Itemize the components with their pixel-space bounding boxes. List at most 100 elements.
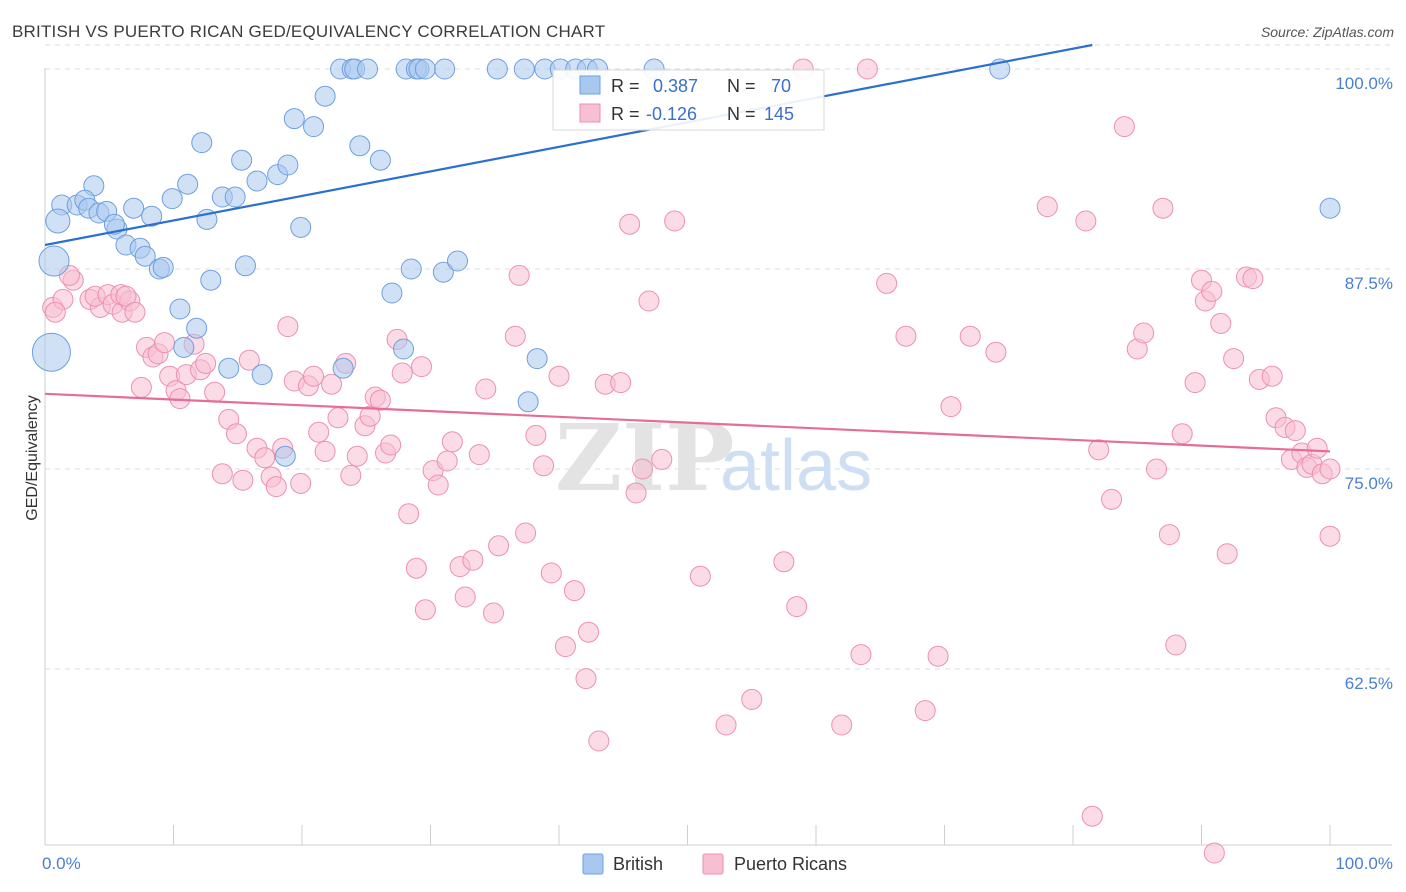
puerto-rican-point	[940, 396, 962, 418]
stats-legend: R = 0.387 N = 70 R = -0.126 N = 145	[552, 69, 825, 131]
puerto-rican-point	[651, 448, 673, 470]
puerto-rican-point	[508, 264, 530, 286]
puerto-rican-point	[462, 549, 484, 571]
puerto-rican-point	[225, 423, 247, 445]
puerto-rican-point	[664, 210, 686, 232]
stats-pr-r-label: R =	[611, 104, 640, 124]
puerto-rican-point	[850, 644, 872, 666]
puerto-rican-point	[1081, 805, 1103, 827]
stats-pr-n-label: N =	[727, 104, 756, 124]
british-point	[246, 170, 268, 192]
puerto-rican-point	[340, 464, 362, 486]
y-tick-label: 87.5%	[1345, 274, 1393, 293]
puerto-rican-point	[540, 562, 562, 584]
puerto-rican-point	[773, 551, 795, 573]
stats-british-r-label: R =	[611, 76, 640, 96]
british-point	[486, 58, 508, 80]
puerto-rican-point	[927, 645, 949, 667]
british-point	[414, 58, 436, 80]
british-point	[231, 149, 253, 171]
british-point	[218, 357, 240, 379]
british-point	[369, 149, 391, 171]
puerto-rican-point	[1113, 116, 1135, 138]
british-point	[303, 116, 325, 138]
british-point	[123, 197, 145, 219]
puerto-rican-point	[314, 440, 336, 462]
y-axis-title: GED/Equivalency	[24, 395, 41, 520]
series-legend: British Puerto Ricans	[582, 853, 847, 875]
puerto-rican-point	[554, 636, 576, 658]
british-point	[31, 332, 71, 372]
puerto-rican-point	[391, 362, 413, 384]
puerto-rican-point	[1201, 280, 1223, 302]
puerto-rican-point	[211, 463, 233, 485]
british-point	[349, 135, 371, 157]
british-point	[381, 282, 403, 304]
puerto-rican-point	[578, 621, 600, 643]
puerto-rican-point	[265, 476, 287, 498]
british-point	[103, 213, 125, 235]
puerto-rican-point	[588, 730, 610, 752]
stats-british-r-value: 0.387	[653, 76, 698, 96]
puerto-rican-point	[130, 376, 152, 398]
british-point	[251, 364, 273, 386]
puerto-rican-point	[303, 365, 325, 387]
british-point	[513, 58, 535, 80]
puerto-rican-point	[468, 444, 490, 466]
y-tick-label: 100.0%	[1335, 74, 1393, 93]
puerto-rican-point	[1242, 268, 1264, 290]
british-point	[234, 255, 256, 277]
british-point	[283, 108, 305, 130]
stats-pr-r-value: -0.126	[646, 104, 697, 124]
puerto-rican-point	[619, 213, 641, 235]
british-point	[432, 261, 454, 283]
puerto-rican-point	[1184, 372, 1206, 394]
puerto-rican-point	[856, 58, 878, 80]
british-point	[186, 317, 208, 339]
y-tick-label: 75.0%	[1345, 474, 1393, 493]
puerto-rican-point	[876, 272, 898, 294]
puerto-rican-point	[1146, 458, 1168, 480]
puerto-rican-point	[533, 455, 555, 477]
puerto-rican-point	[1210, 312, 1232, 334]
puerto-rican-point	[327, 407, 349, 429]
british-point	[141, 205, 163, 227]
puerto-rican-point	[488, 535, 510, 557]
british-point	[38, 245, 70, 277]
puerto-rican-point	[359, 405, 381, 427]
puerto-rican-point	[1261, 365, 1283, 387]
puerto-rican-point	[411, 356, 433, 378]
british-point	[134, 245, 156, 267]
puerto-rican-point	[308, 421, 330, 443]
puerto-rican-point	[482, 602, 504, 624]
puerto-rican-point	[346, 445, 368, 467]
watermark-atlas: atlas	[720, 426, 872, 506]
puerto-rican-point	[625, 482, 647, 504]
british-point	[277, 154, 299, 176]
puerto-rican-point	[290, 472, 312, 494]
british-point	[191, 132, 213, 154]
puerto-rican-points	[42, 58, 1341, 864]
stats-pr-swatch	[579, 103, 601, 123]
puerto-rican-point	[232, 469, 254, 491]
puerto-rican-point	[575, 668, 597, 690]
british-point	[314, 85, 336, 107]
puerto-rican-point	[1036, 196, 1058, 218]
puerto-rican-point	[44, 301, 66, 323]
british-point	[332, 357, 354, 379]
british-point	[169, 298, 191, 320]
puerto-rican-point	[1152, 197, 1174, 219]
puerto-rican-point	[563, 580, 585, 602]
puerto-rican-point	[380, 434, 402, 456]
british-trend-line	[44, 43, 1093, 247]
puerto-rican-point	[1216, 543, 1238, 565]
british-point	[224, 186, 246, 208]
puerto-rican-point	[548, 365, 570, 387]
stats-british-swatch	[579, 75, 601, 95]
puerto-rican-point	[398, 503, 420, 525]
puerto-rican-point	[1088, 439, 1110, 461]
puerto-rican-point	[1203, 842, 1225, 864]
y-tick-labels: 100.0% 87.5% 75.0% 62.5%	[1335, 74, 1393, 693]
puerto-rican-point	[1171, 423, 1193, 445]
